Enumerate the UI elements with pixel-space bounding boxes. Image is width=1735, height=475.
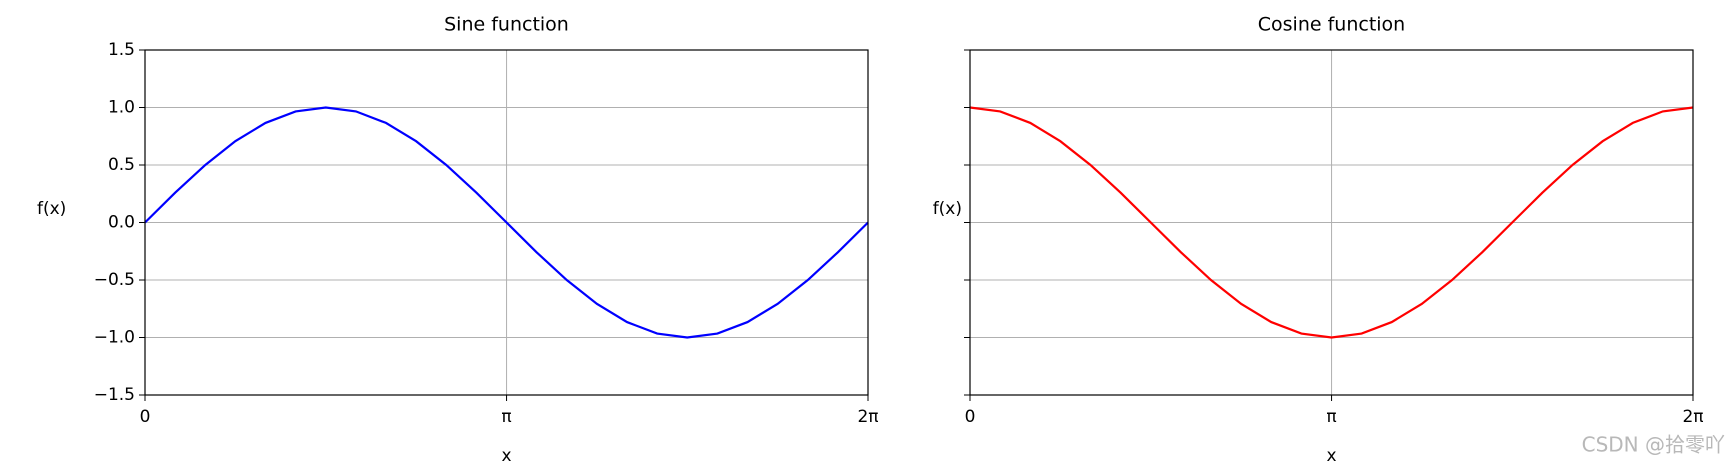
x-axis-label: x: [501, 446, 511, 466]
axes-frame: [144, 49, 869, 396]
chart-title: Cosine function: [1258, 14, 1405, 36]
x-tick-label: π: [501, 407, 511, 427]
y-tick-label: 1.5: [108, 40, 135, 60]
x-tick-label: 2π: [857, 407, 878, 427]
y-tick-label: −1.0: [94, 328, 135, 348]
y-tick-label: 0.5: [108, 155, 135, 175]
axes-frame: [969, 49, 1694, 396]
line-series: [144, 106, 869, 339]
watermark: CSDN @拾零吖: [1582, 433, 1725, 457]
x-tick-label: 2π: [1682, 407, 1703, 427]
y-tick-label: −1.5: [94, 385, 135, 405]
x-tick-label: 0: [965, 407, 976, 427]
y-axis-label: f(x): [37, 199, 66, 219]
y-tick-label: 1.0: [108, 98, 135, 118]
chart-title: Sine function: [444, 14, 569, 36]
x-tick-label: π: [1326, 407, 1336, 427]
line-series: [969, 106, 1694, 339]
x-tick-label: 0: [140, 407, 151, 427]
y-axis-label: f(x): [933, 199, 962, 219]
y-tick-label: 0.0: [108, 213, 135, 233]
y-tick-label: −0.5: [94, 270, 135, 290]
x-axis-label: x: [1326, 446, 1336, 466]
